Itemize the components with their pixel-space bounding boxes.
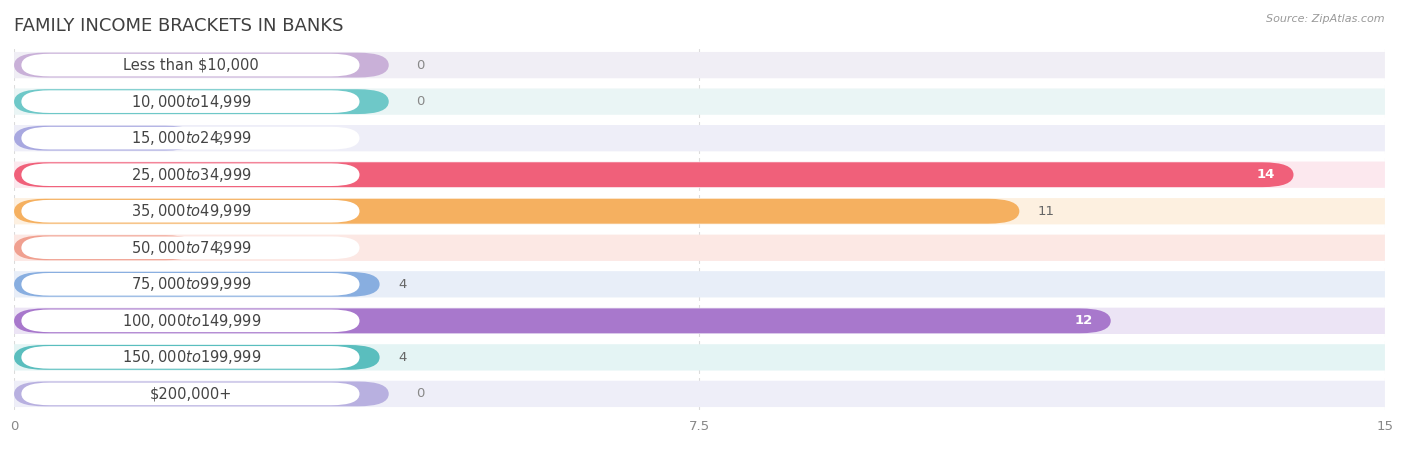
FancyBboxPatch shape	[14, 52, 1385, 78]
FancyBboxPatch shape	[14, 162, 1385, 188]
FancyBboxPatch shape	[14, 272, 380, 297]
Text: $25,000 to $34,999: $25,000 to $34,999	[131, 166, 252, 184]
FancyBboxPatch shape	[21, 90, 360, 113]
FancyBboxPatch shape	[14, 381, 1385, 407]
FancyBboxPatch shape	[21, 163, 360, 186]
Text: $50,000 to $74,999: $50,000 to $74,999	[131, 239, 252, 257]
FancyBboxPatch shape	[21, 54, 360, 76]
FancyBboxPatch shape	[14, 125, 1385, 151]
FancyBboxPatch shape	[21, 310, 360, 332]
Text: 0: 0	[416, 387, 425, 400]
FancyBboxPatch shape	[14, 382, 388, 406]
Text: $15,000 to $24,999: $15,000 to $24,999	[131, 129, 252, 147]
FancyBboxPatch shape	[14, 89, 1385, 115]
FancyBboxPatch shape	[14, 234, 1385, 261]
Text: FAMILY INCOME BRACKETS IN BANKS: FAMILY INCOME BRACKETS IN BANKS	[14, 17, 343, 35]
Text: $100,000 to $149,999: $100,000 to $149,999	[122, 312, 262, 330]
FancyBboxPatch shape	[14, 344, 1385, 370]
FancyBboxPatch shape	[14, 126, 197, 151]
FancyBboxPatch shape	[21, 382, 360, 405]
FancyBboxPatch shape	[14, 162, 1294, 187]
Text: $75,000 to $99,999: $75,000 to $99,999	[131, 275, 252, 293]
Text: Source: ZipAtlas.com: Source: ZipAtlas.com	[1267, 14, 1385, 23]
FancyBboxPatch shape	[14, 235, 197, 260]
FancyBboxPatch shape	[21, 127, 360, 149]
FancyBboxPatch shape	[21, 346, 360, 369]
FancyBboxPatch shape	[14, 308, 1111, 333]
FancyBboxPatch shape	[21, 200, 360, 223]
Text: $150,000 to $199,999: $150,000 to $199,999	[122, 348, 262, 366]
Text: 4: 4	[398, 351, 406, 364]
Text: 2: 2	[215, 241, 224, 254]
Text: 2: 2	[215, 132, 224, 144]
FancyBboxPatch shape	[14, 198, 1385, 225]
FancyBboxPatch shape	[14, 89, 388, 114]
FancyBboxPatch shape	[21, 273, 360, 296]
Text: 12: 12	[1074, 315, 1092, 327]
FancyBboxPatch shape	[14, 308, 1385, 334]
FancyBboxPatch shape	[21, 236, 360, 259]
Text: $35,000 to $49,999: $35,000 to $49,999	[131, 202, 252, 220]
Text: 11: 11	[1038, 205, 1054, 218]
FancyBboxPatch shape	[14, 53, 388, 77]
Text: 0: 0	[416, 58, 425, 72]
FancyBboxPatch shape	[14, 199, 1019, 224]
FancyBboxPatch shape	[14, 271, 1385, 297]
Text: 0: 0	[416, 95, 425, 108]
Text: Less than $10,000: Less than $10,000	[124, 58, 259, 72]
Text: $200,000+: $200,000+	[150, 387, 232, 401]
Text: $10,000 to $14,999: $10,000 to $14,999	[131, 93, 252, 111]
FancyBboxPatch shape	[14, 345, 380, 370]
Text: 14: 14	[1257, 168, 1275, 181]
Text: 4: 4	[398, 278, 406, 291]
